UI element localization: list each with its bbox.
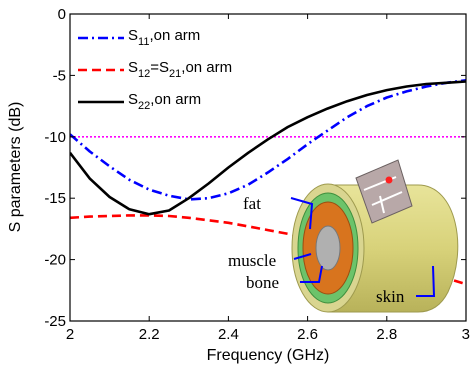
x-tick-label: 3 — [462, 326, 470, 343]
inset-label-skin: skin — [376, 287, 405, 306]
legend-label-0: S11,on arm — [128, 27, 200, 48]
inset-label-fat: fat — [243, 194, 261, 213]
inset-label-bone: bone — [246, 273, 279, 292]
bone-layer — [315, 225, 341, 271]
leader-fat — [290, 197, 314, 230]
x-tick-label: 2.4 — [218, 326, 239, 343]
x-tick-label: 2 — [66, 326, 74, 343]
x-tick-label: 2.2 — [139, 326, 160, 343]
ticks-layer: 2 2.2 2.4 2.6 2.8 3 0 -5 -10 -15 -20 -25 — [44, 6, 470, 343]
feed-point-icon — [385, 176, 393, 184]
series-s12-layer — [70, 214, 466, 286]
leader-skin — [416, 265, 436, 297]
legend-label-2: S22,on arm — [128, 91, 201, 112]
legend: S11,on arm S12=S21,on arm S22,on arm — [78, 27, 232, 112]
inset-label-muscle: muscle — [228, 251, 276, 270]
y-tick-label: -5 — [53, 67, 66, 84]
leader-bone — [300, 265, 323, 283]
y-tick-label: -10 — [44, 129, 66, 146]
body-model-inset: fat muscle bone skin — [228, 159, 459, 313]
x-tick-label: 2.6 — [297, 326, 318, 343]
plot-frame — [69, 13, 467, 322]
skin-cylinder-body — [327, 184, 459, 313]
y-tick-label: -25 — [44, 313, 66, 330]
series-line-0 — [70, 79, 466, 201]
leader-muscle — [293, 253, 312, 260]
legend-label-1: S12=S21,on arm — [128, 59, 232, 80]
y-tick-label: 0 — [58, 6, 66, 23]
antenna-patch-icon — [355, 159, 413, 224]
x-tick-label: 2.8 — [376, 326, 397, 343]
series-top-layer — [70, 79, 466, 216]
x-axis-title: Frequency (GHz) — [207, 347, 330, 364]
series-line-1 — [70, 214, 466, 286]
series-line-2 — [70, 80, 466, 216]
y-axis-title: S parameters (dB) — [7, 102, 24, 233]
y-tick-label: -15 — [44, 190, 66, 207]
y-tick-label: -20 — [44, 252, 66, 269]
